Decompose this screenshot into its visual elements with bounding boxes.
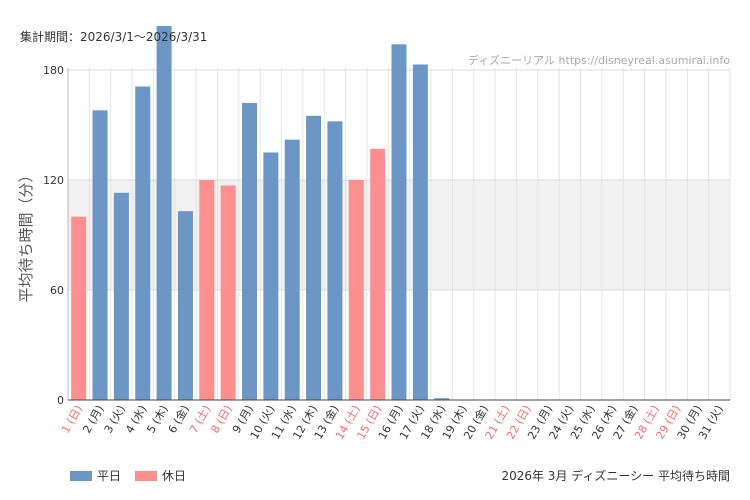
bar-day-10 [263,152,279,400]
bar-day-16 [391,44,407,400]
bar-day-15 [370,148,386,400]
chart-caption: 2026年 3月 ディズニーシー 平均待ち時間 [501,469,730,483]
y-tick-label: 0 [57,394,64,407]
bar-day-9 [242,103,258,400]
bar-day-1 [71,216,87,400]
bar-day-18 [434,398,450,400]
period-label: 集計期間：2026/3/1〜2026/3/31 [20,30,208,44]
bar-day-6 [177,211,193,400]
bar-day-11 [284,139,300,400]
bar-day-12 [306,115,322,400]
bar-day-4 [135,86,151,400]
y-tick-label: 60 [50,284,64,297]
bar-day-3 [113,192,129,400]
legend-item-weekday: 平日 [70,467,121,484]
bar-day-17 [412,64,428,400]
legend-label-weekday: 平日 [97,469,122,483]
site-credit: ディズニーリアル https://disneyreal.asumirai.inf… [467,54,730,67]
y-tick-label: 120 [43,174,64,187]
bar-day-13 [327,121,343,400]
y-tick-label: 180 [43,64,64,77]
bar-day-7 [199,180,215,400]
legend-label-holiday: 休日 [162,469,187,483]
legend: 平日 休日 [70,467,186,484]
bar-day-14 [348,180,364,400]
y-axis-label: 平均待ち時間（分） [17,167,35,302]
legend-item-holiday: 休日 [135,467,186,484]
legend-swatch-weekday [70,470,92,481]
legend-swatch-holiday [135,470,158,481]
bar-day-5 [156,26,172,400]
bar-day-2 [92,110,108,400]
bar-day-8 [220,185,236,400]
